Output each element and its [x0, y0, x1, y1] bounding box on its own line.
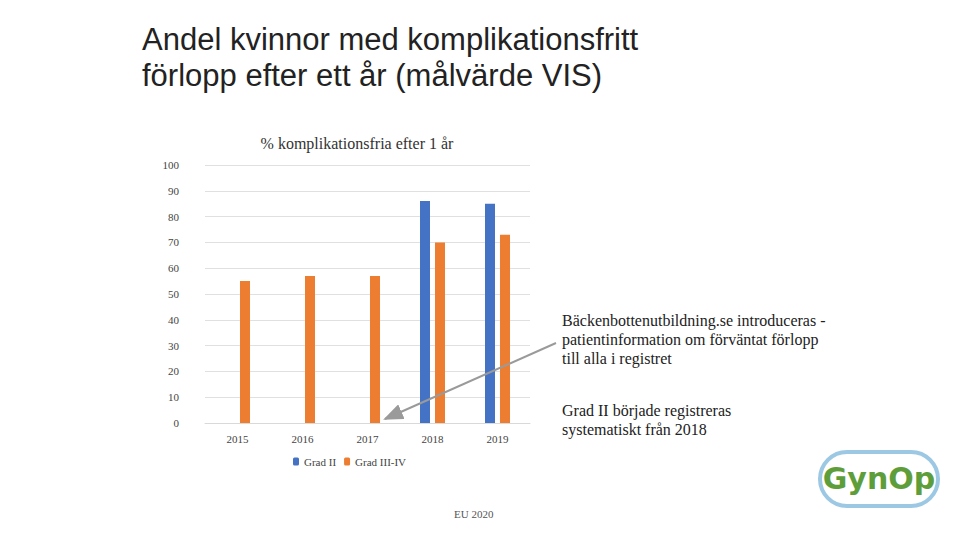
svg-text:90: 90 — [168, 185, 180, 197]
svg-text:0: 0 — [174, 417, 180, 429]
svg-text:Grad III-IV: Grad III-IV — [355, 456, 406, 468]
svg-text:80: 80 — [168, 211, 180, 223]
svg-text:60: 60 — [168, 262, 180, 274]
html-text:GynOp: GynOp — [822, 461, 936, 496]
svg-text:10: 10 — [168, 391, 180, 403]
svg-text:2015: 2015 — [227, 433, 250, 445]
svg-text:50: 50 — [168, 288, 180, 300]
html-text:Grad II började registreras sy: Grad II började registreras systematiskt… — [562, 402, 732, 438]
html-text:förlopp efter ett år (målvärde: förlopp efter ett år (målvärde VIS) — [142, 58, 602, 93]
svg-text:Grad II: Grad II — [304, 456, 336, 468]
svg-text:% komplikationsfria efter 1 år: % komplikationsfria efter 1 år — [261, 135, 454, 153]
svg-text:2019: 2019 — [487, 433, 510, 445]
svg-text:30: 30 — [168, 340, 180, 352]
svg-text:40: 40 — [168, 314, 180, 326]
svg-text:70: 70 — [168, 236, 180, 248]
svg-text:2016: 2016 — [292, 433, 315, 445]
html-text:EU 2020: EU 2020 — [454, 508, 494, 520]
svg-text:2017: 2017 — [357, 433, 380, 445]
svg-text:20: 20 — [168, 365, 180, 377]
svg-text:2018: 2018 — [422, 433, 445, 445]
svg-text:100: 100 — [163, 159, 180, 171]
html-text:Bäckenbottenutbildning.se intr: Bäckenbottenutbildning.se introduceras -… — [562, 312, 826, 367]
html-text:Andel kvinnor med komplikation: Andel kvinnor med komplikationsfritt — [142, 22, 639, 57]
